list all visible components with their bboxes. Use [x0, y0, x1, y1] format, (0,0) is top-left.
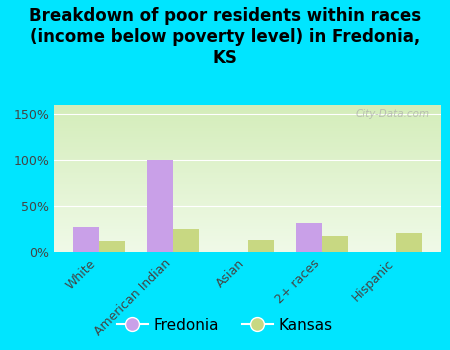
Bar: [322, 236, 348, 252]
Bar: [248, 240, 274, 252]
Bar: [396, 233, 423, 252]
Text: Breakdown of poor residents within races
(income below poverty level) in Fredoni: Breakdown of poor residents within races…: [29, 7, 421, 66]
Bar: [72, 227, 99, 252]
Bar: [296, 223, 322, 252]
Bar: [173, 229, 199, 252]
Text: City-Data.com: City-Data.com: [355, 110, 429, 119]
Bar: [99, 241, 125, 252]
Legend: Fredonia, Kansas: Fredonia, Kansas: [111, 312, 339, 339]
Bar: [147, 160, 173, 252]
